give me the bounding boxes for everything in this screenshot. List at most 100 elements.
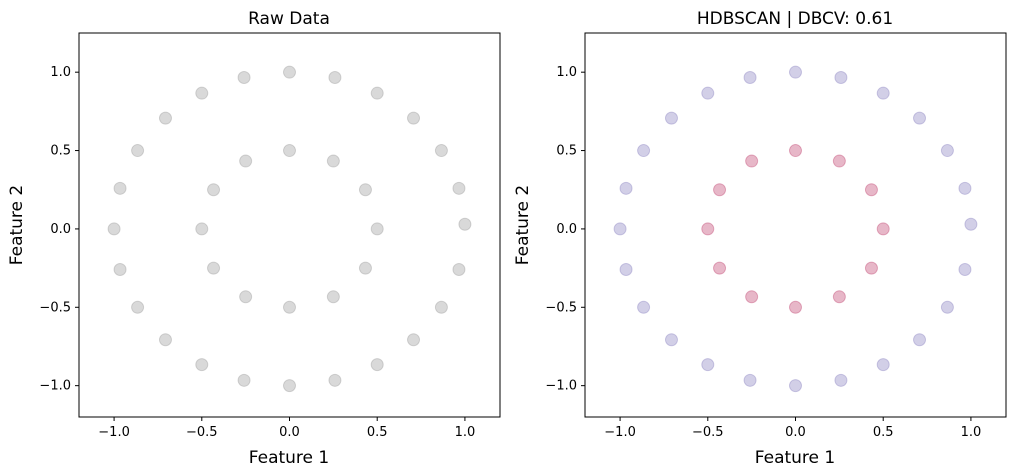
data-point	[326, 290, 340, 304]
data-point	[864, 261, 878, 275]
data-point	[195, 86, 209, 100]
y-tick-label: 0.0	[50, 222, 71, 237]
data-point	[239, 290, 253, 304]
plot-frame	[78, 32, 501, 418]
y-tick-label: −0.5	[39, 300, 71, 315]
data-point	[745, 290, 759, 304]
chart-title: HDBSCAN | DBCV: 0.61	[697, 9, 893, 29]
data-point	[913, 111, 927, 125]
y-axis-label: Feature 2	[513, 185, 533, 265]
x-axis-label: Feature 1	[249, 448, 329, 468]
ticks-layer: −1.0 −0.5 0.0 0.5 1.0 −1.0 −0.5 0.0 0.5 1.0	[545, 65, 981, 440]
data-point	[876, 222, 890, 236]
data-point	[107, 222, 121, 236]
data-point	[664, 111, 678, 125]
data-point	[358, 261, 372, 275]
data-point	[207, 261, 221, 275]
ticks-layer: −1.0 −0.5 0.0 0.5 1.0 −1.0 −0.5 0.0 0.5 1.0	[39, 65, 475, 440]
x-tick-label: 0.5	[873, 425, 894, 440]
data-point	[407, 111, 421, 125]
data-point	[745, 154, 759, 168]
data-point	[789, 65, 802, 79]
data-point	[789, 300, 802, 314]
x-tick-label: −0.5	[692, 425, 724, 440]
data-point	[913, 333, 927, 347]
data-point	[743, 71, 757, 85]
data-point	[664, 333, 678, 347]
data-point	[940, 144, 954, 158]
data-point	[328, 71, 342, 85]
x-axis-label: Feature 1	[755, 448, 835, 468]
data-point	[195, 222, 209, 236]
data-point	[713, 261, 727, 275]
data-point	[713, 183, 727, 197]
data-point	[637, 144, 651, 158]
plot-frame	[584, 32, 1007, 418]
data-point	[832, 154, 846, 168]
data-point	[452, 263, 466, 277]
y-axis-label: Feature 2	[7, 185, 27, 265]
data-point	[832, 290, 846, 304]
data-point	[613, 222, 627, 236]
data-point	[964, 217, 978, 231]
data-point	[158, 333, 172, 347]
x-tick-label: 0.0	[785, 425, 806, 440]
points-layer	[613, 65, 978, 393]
y-tick-label: 0.0	[556, 222, 577, 237]
data-point	[789, 144, 802, 158]
data-point	[326, 154, 340, 168]
data-point	[131, 144, 145, 158]
data-point	[113, 263, 127, 277]
data-point	[458, 217, 472, 231]
data-point	[207, 183, 221, 197]
data-point	[876, 358, 890, 372]
data-point	[283, 379, 296, 393]
data-point	[434, 300, 448, 314]
y-tick-label: 1.0	[556, 65, 577, 80]
data-point	[619, 263, 633, 277]
data-point	[158, 111, 172, 125]
x-tick-label: −1.0	[604, 425, 636, 440]
x-tick-label: −0.5	[186, 425, 218, 440]
panel-raw-data: Raw Data −1.0 −0.5 0.0 0.5 1.0 −1.0 −0.5 0.0 0.5…	[7, 9, 501, 468]
y-tick-label: −1.0	[545, 379, 577, 394]
data-point	[452, 181, 466, 195]
data-point	[358, 183, 372, 197]
data-point	[834, 373, 848, 387]
x-tick-label: −1.0	[98, 425, 130, 440]
y-tick-label: 1.0	[50, 65, 71, 80]
data-point	[834, 71, 848, 85]
data-point	[237, 71, 251, 85]
chart-title: Raw Data	[248, 9, 330, 29]
data-point	[619, 181, 633, 195]
data-point	[131, 300, 145, 314]
data-point	[637, 300, 651, 314]
y-tick-label: 0.5	[556, 144, 577, 159]
data-point	[407, 333, 421, 347]
panel-hdbscan: HDBSCAN | DBCV: 0.61 −1.0 −0.5 0.0 0.5 1.0−1…	[513, 9, 1007, 468]
y-tick-label: 0.5	[50, 144, 71, 159]
data-point	[283, 300, 296, 314]
data-point	[876, 86, 890, 100]
y-tick-label: −1.0	[39, 379, 71, 394]
data-point	[958, 181, 972, 195]
data-point	[743, 373, 757, 387]
data-point	[370, 86, 384, 100]
data-point	[283, 65, 296, 79]
data-point	[701, 222, 715, 236]
x-tick-label: 1.0	[455, 425, 476, 440]
x-tick-label: 0.5	[367, 425, 388, 440]
data-point	[195, 358, 209, 372]
data-point	[864, 183, 878, 197]
data-point	[370, 222, 384, 236]
y-tick-label: −0.5	[545, 300, 577, 315]
data-point	[113, 181, 127, 195]
data-point	[701, 86, 715, 100]
x-tick-label: 1.0	[961, 425, 982, 440]
data-point	[283, 144, 296, 158]
data-point	[958, 263, 972, 277]
data-point	[701, 358, 715, 372]
x-tick-label: 0.0	[279, 425, 300, 440]
data-point	[239, 154, 253, 168]
